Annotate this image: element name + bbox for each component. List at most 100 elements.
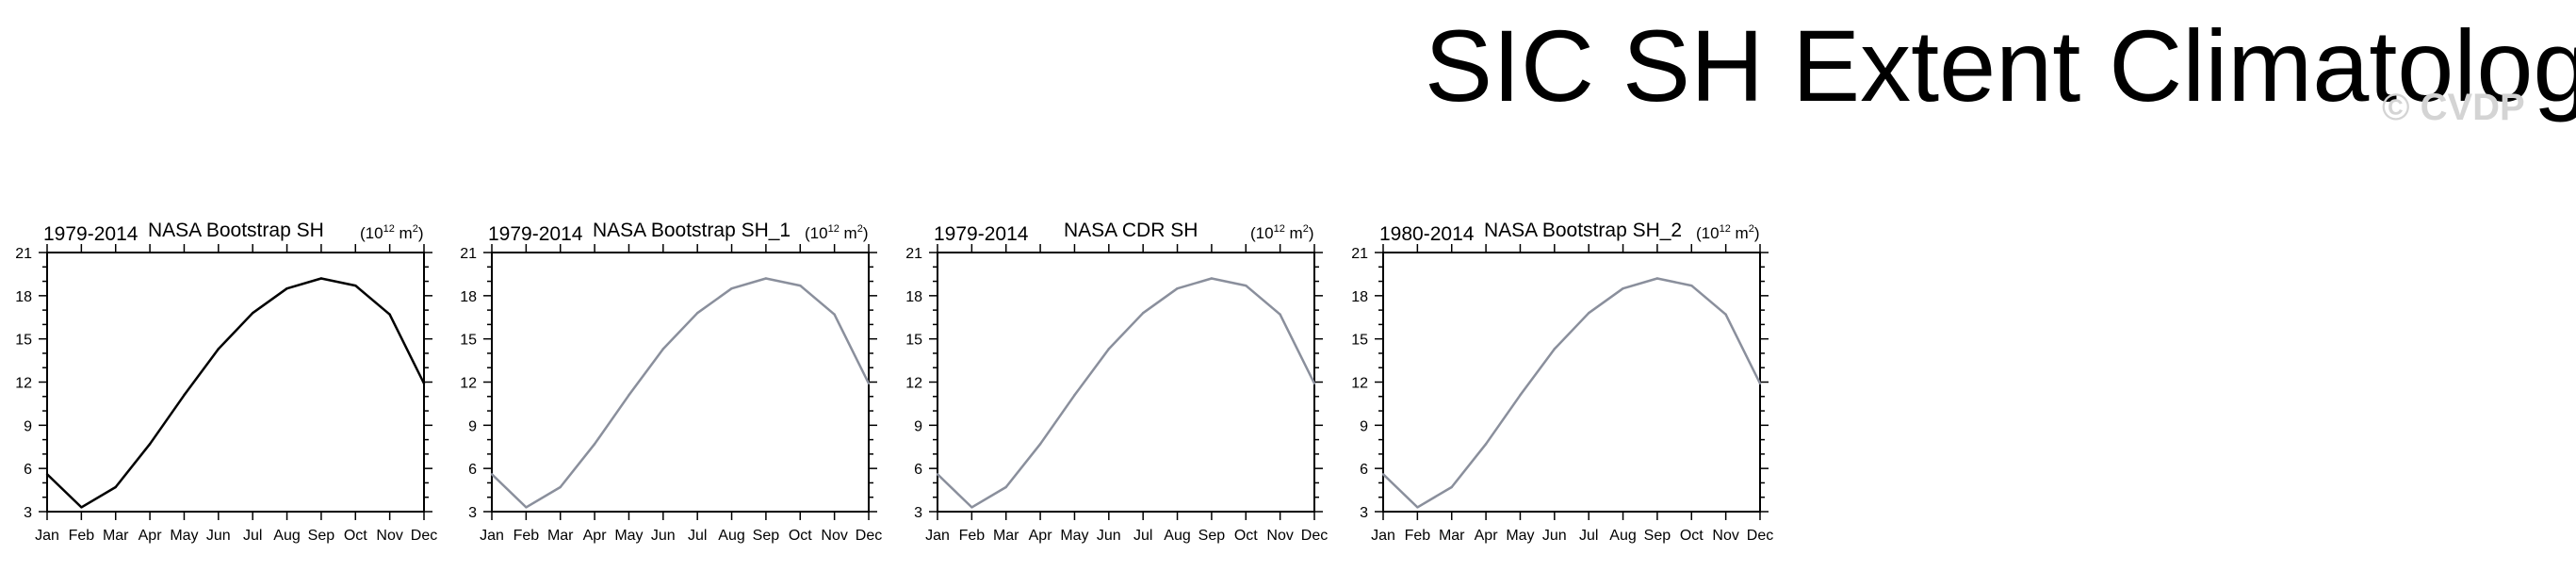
units-label: (1012 m2) [1696, 223, 1760, 242]
y-tick-label: 6 [24, 462, 32, 478]
data-point [799, 284, 802, 287]
data-point [936, 473, 939, 476]
x-tick-label: Jan [925, 528, 950, 544]
data-point [183, 394, 186, 397]
data-point [1690, 284, 1693, 287]
data-point [45, 473, 49, 476]
units-mid: m [1731, 224, 1749, 242]
data-point [1176, 286, 1179, 290]
y-tick-label: 21 [15, 246, 32, 262]
units-exp: 12 [383, 223, 395, 235]
units-base: (10 [805, 224, 828, 242]
units-exp: 12 [1720, 223, 1731, 235]
y-tick-label: 12 [905, 376, 922, 392]
data-point [1004, 485, 1007, 489]
data-point [1210, 277, 1214, 280]
data-point [1141, 311, 1145, 315]
units-base: (10 [1696, 224, 1720, 242]
units-end: ) [1754, 224, 1760, 242]
units-label: (1012 m2) [360, 223, 424, 242]
plot-frame [937, 252, 1315, 513]
data-point [80, 506, 83, 509]
data-point [867, 382, 871, 385]
x-tick-label: Jul [243, 528, 262, 544]
y-tick-label: 15 [460, 333, 477, 349]
y-tick-label: 9 [914, 418, 922, 434]
x-tick-label: Nov [376, 528, 402, 544]
units-end: ) [863, 224, 869, 242]
x-tick-label: Aug [718, 528, 744, 544]
x-tick-label: Sep [1198, 528, 1226, 544]
x-tick-label: Nov [1712, 528, 1738, 544]
figure-title: SIC SH Extent Climatology [1425, 8, 2576, 122]
x-tick-label: Sep [753, 528, 780, 544]
y-tick-label: 9 [24, 418, 32, 434]
y-tick-label: 3 [468, 505, 477, 521]
x-tick-label: May [1506, 528, 1534, 544]
y-tick-label: 6 [1360, 462, 1368, 478]
data-point [1724, 313, 1727, 316]
units-mid: m [1285, 224, 1303, 242]
x-tick-label: Apr [1029, 528, 1053, 544]
chart-panel-2: 3 6 9 12 15 18 21 Jan Feb Mar Apr May Jun Jul Aug Sep Oc… [460, 220, 882, 544]
x-tick-label: Mar [547, 528, 574, 544]
y-tick-label: 9 [468, 418, 477, 434]
units-exp2: 2 [1303, 223, 1309, 235]
x-tick-label: Aug [273, 528, 300, 544]
data-point [1553, 348, 1557, 351]
x-tick-label: Jul [688, 528, 707, 544]
x-tick-label: Feb [69, 528, 95, 544]
y-tick-label: 15 [1351, 333, 1368, 349]
x-tick-label: Jun [651, 528, 676, 544]
y-tick-label: 18 [15, 289, 32, 305]
x-tick-label: Mar [103, 528, 129, 544]
x-tick-label: Oct [789, 528, 812, 544]
data-point [593, 442, 596, 446]
panel-title: NASA Bootstrap SH_1 [593, 220, 791, 241]
panel-title: NASA Bootstrap SH_2 [1484, 220, 1682, 241]
x-tick-label: Feb [959, 528, 986, 544]
x-tick-label: Jan [480, 528, 504, 544]
y-tick-label: 21 [905, 246, 922, 262]
x-tick-label: Jun [206, 528, 231, 544]
x-tick-label: Apr [583, 528, 608, 544]
data-point [1245, 284, 1247, 287]
y-tick-label: 3 [914, 505, 922, 521]
x-tick-label: Sep [308, 528, 335, 544]
chart-panel-1: 3 6 9 12 15 18 21 Jan Feb Mar Apr May Jun Jul Aug Sep Oc… [15, 220, 437, 544]
data-point [628, 394, 630, 397]
series-line [1382, 277, 1762, 509]
series-line [46, 277, 426, 509]
x-tick-label: Nov [1266, 528, 1293, 544]
data-point [1484, 442, 1488, 446]
y-tick-label: 12 [460, 376, 477, 392]
x-tick-label: Oct [1234, 528, 1258, 544]
data-point [1381, 473, 1385, 476]
units-exp2: 2 [1749, 223, 1754, 235]
x-tick-label: Dec [1301, 528, 1328, 544]
panel-title: NASA Bootstrap SH [148, 220, 324, 241]
y-tick-label: 15 [15, 333, 32, 349]
x-tick-label: Dec [411, 528, 437, 544]
y-tick-label: 15 [905, 333, 922, 349]
y-tick-label: 9 [1360, 418, 1368, 434]
x-tick-label: Oct [344, 528, 367, 544]
x-tick-label: Jul [1579, 528, 1598, 544]
units-label: (1012 m2) [805, 223, 869, 242]
period-label: 1979-2014 [488, 223, 583, 245]
panel-title: NASA CDR SH [1064, 220, 1198, 241]
data-point [285, 286, 288, 290]
units-exp: 12 [1274, 223, 1285, 235]
x-tick-label: May [1060, 528, 1088, 544]
data-point [1758, 382, 1762, 385]
y-tick-label: 3 [24, 505, 32, 521]
y-tick-label: 21 [1351, 246, 1368, 262]
y-tick-label: 21 [460, 246, 477, 262]
x-tick-label: Mar [993, 528, 1019, 544]
data-point [217, 348, 220, 351]
series-line [491, 277, 871, 509]
data-point [1107, 348, 1111, 351]
data-point [1073, 394, 1076, 397]
plot-frame [1382, 252, 1761, 513]
